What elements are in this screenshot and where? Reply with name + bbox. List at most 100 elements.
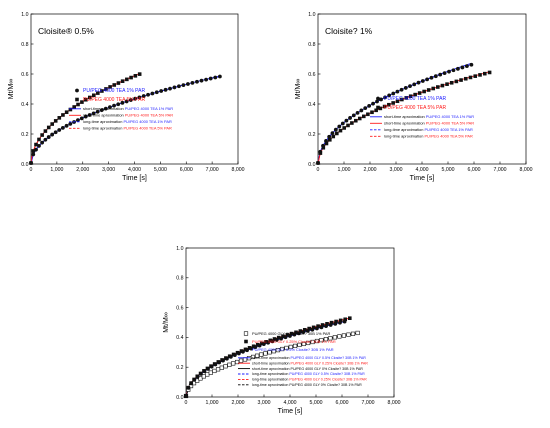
data-point (219, 365, 224, 370)
legend-marker (244, 339, 248, 344)
legend-label: short-time aproximation PU/PEG 4000 TEA … (384, 114, 474, 119)
legend-label: long-time aproximation PU/PEG 4000 TEA 5… (83, 126, 172, 131)
data-point (425, 77, 430, 82)
data-point (367, 103, 372, 108)
data-point (79, 116, 84, 121)
data-point (264, 340, 268, 344)
data-point (325, 321, 329, 326)
data-point (40, 133, 44, 137)
legend-label: short-time aproximation PU/PEG 4000 GLY … (252, 356, 366, 360)
data-point (103, 106, 108, 111)
data-point (274, 338, 279, 342)
data-point (445, 82, 449, 86)
data-point (255, 342, 260, 347)
data-point (417, 91, 422, 95)
data-point (259, 352, 264, 357)
data-point (363, 106, 368, 111)
data-point (99, 108, 104, 113)
data-point (205, 372, 210, 377)
data-point (459, 78, 463, 82)
data-point (168, 86, 172, 91)
x-tick-label: 3,000 (390, 167, 403, 173)
data-point (332, 335, 337, 340)
data-point (404, 96, 409, 100)
x-tick-label: 3,000 (258, 400, 271, 406)
data-point (333, 127, 338, 132)
data-point (298, 329, 303, 333)
data-point (213, 75, 218, 80)
data-point (289, 331, 294, 336)
data-point (426, 88, 431, 92)
data-point (279, 336, 284, 341)
y-tick-label: 0.6 (308, 72, 315, 78)
data-point (464, 64, 469, 68)
x-tick-label: 2,000 (364, 167, 377, 173)
legend-label: long-time aproximation PU/PEG 4000 TEA 1… (83, 119, 172, 124)
data-point (50, 132, 55, 137)
y-tick-label: 0.2 (176, 365, 183, 371)
legend-label: short-time aproximation PU/PEG 4000 GLY … (252, 367, 363, 371)
data-point (346, 123, 350, 128)
y-tick-label: 0.4 (176, 335, 183, 341)
data-point (288, 344, 293, 350)
data-point (314, 338, 320, 344)
data-point (43, 129, 48, 133)
data-point (186, 385, 191, 390)
data-point (370, 110, 374, 115)
x-axis-label: Time [s] (278, 408, 303, 415)
data-point (294, 330, 298, 335)
data-point (186, 82, 190, 86)
data-point (408, 94, 413, 99)
data-point (68, 107, 73, 112)
x-tick-label: 0 (30, 167, 33, 173)
legend: PU/PEG 4000 TEA 1% PAR PU/PEG 4000 TEA 5%… (69, 88, 173, 131)
x-tick-label: 8,000 (520, 167, 533, 173)
data-point (221, 358, 225, 363)
chart-panel-3: 0.0 0.2 0.4 0.6 0.8 1.0 0 1,000 2,000 3,000 4,000 5… (163, 246, 401, 415)
data-point (456, 66, 460, 71)
x-tick-label: 7,000 (362, 400, 375, 406)
data-point (34, 142, 38, 147)
data-point (189, 381, 194, 386)
data-point (473, 74, 478, 78)
data-point (342, 126, 347, 130)
data-point (260, 341, 264, 346)
data-point (108, 85, 112, 89)
data-point (224, 356, 229, 361)
data-point (454, 79, 459, 84)
data-point (307, 326, 311, 331)
data-point (64, 110, 69, 114)
panel-title: Cloisite? 1% (325, 26, 373, 36)
data-point (355, 330, 360, 336)
data-point (107, 105, 112, 110)
data-point (478, 73, 482, 77)
data-point (84, 97, 88, 102)
x-tick-label: 6,000 (180, 167, 193, 173)
data-point (338, 318, 343, 323)
data-point (236, 351, 241, 356)
data-point (447, 69, 451, 74)
data-point (270, 339, 275, 344)
data-point (91, 93, 96, 98)
data-point (201, 374, 206, 379)
data-point (281, 334, 285, 339)
data-point (209, 364, 214, 369)
x-tick-label: 3,000 (102, 167, 115, 173)
data-point (129, 75, 133, 80)
x-tick-label: 5,000 (154, 167, 167, 173)
data-point (351, 113, 356, 118)
legend-label: long-time aproximation PU/PEG 4000 GLY 0… (252, 383, 362, 387)
data-point (301, 341, 306, 347)
legend-label: PU/PEG 4000 TEA 1% PAR (83, 88, 145, 94)
data-point (318, 151, 323, 155)
data-point (395, 89, 400, 94)
data-point (46, 135, 51, 139)
data-point (329, 320, 334, 325)
legend-marker (243, 331, 249, 336)
x-tick-label: 2,000 (76, 167, 89, 173)
data-point (337, 124, 342, 129)
data-point (305, 329, 310, 333)
y-tick-label: 0.4 (21, 102, 28, 108)
data-point (100, 89, 104, 93)
data-point (379, 97, 383, 102)
